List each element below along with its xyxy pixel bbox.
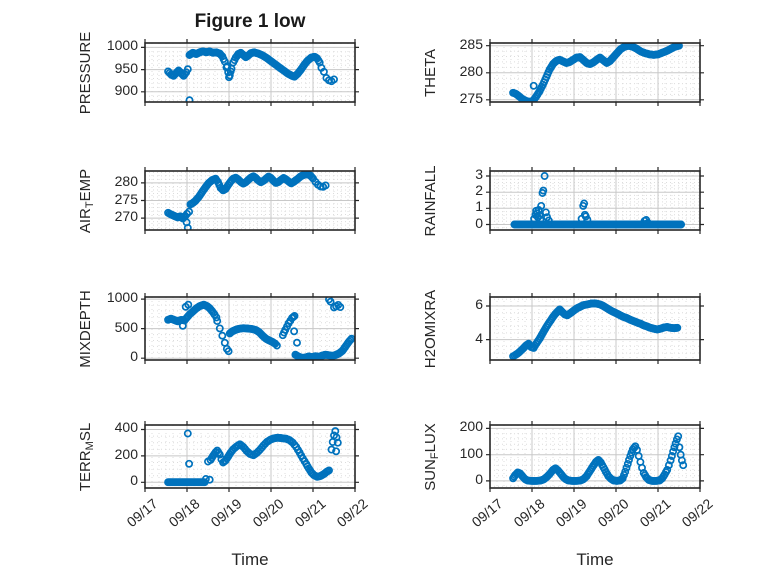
y-tick-label: 950: [114, 59, 138, 76]
tick-marks: [141, 167, 359, 234]
series-mixdepth: [164, 297, 355, 360]
tick-marks: [486, 293, 704, 364]
y-tick-label: 1000: [106, 289, 138, 306]
subplot-h2omixra: [486, 293, 704, 364]
y-tick-label: 100: [459, 444, 483, 461]
minor-grid: [490, 425, 700, 488]
y-tick-label: 6: [475, 296, 483, 313]
y-axis-label-rainfall: RAINFALL: [422, 165, 439, 236]
axes-box: [144, 42, 356, 103]
subplot-rainfall: [486, 167, 704, 234]
tick-marks: [486, 421, 704, 492]
y-tick-label: 275: [459, 89, 483, 106]
y-tick-label: 280: [459, 62, 483, 79]
subplot-sun-flux: [486, 421, 704, 492]
axes-box: [489, 424, 701, 489]
tick-marks: [141, 421, 359, 492]
y-tick-label: 270: [114, 208, 138, 225]
y-axis-label-mixdepth: MIXDEPTH: [77, 289, 94, 368]
y-tick-label: 275: [114, 190, 138, 207]
series-sun-flux: [509, 432, 688, 485]
major-grid: [145, 171, 355, 230]
y-tick-label: 2: [475, 182, 483, 199]
series-rainfall: [510, 172, 686, 229]
series-air-temp: [164, 171, 330, 230]
minor-grid: [145, 171, 355, 230]
tick-marks: [141, 39, 359, 106]
y-tick-label: 400: [114, 419, 138, 436]
subplot-air-temp: [141, 167, 359, 234]
y-tick-label: 280: [114, 172, 138, 189]
y-tick-label: 0: [475, 470, 483, 487]
y-tick-label: 1: [475, 198, 483, 215]
y-tick-label: 4: [475, 329, 483, 346]
minor-grid: [145, 43, 355, 102]
y-axis-label-h2omixra: H2OMIXRA: [422, 289, 439, 368]
y-axis-label-theta: THETA: [422, 48, 439, 97]
subplot-pressure: [141, 39, 359, 106]
major-grid: [490, 43, 700, 102]
minor-grid: [145, 297, 355, 360]
series-pressure: [164, 47, 338, 102]
y-tick-label: 0: [130, 348, 138, 365]
y-tick-label: 0: [130, 472, 138, 489]
series-theta: [509, 43, 683, 102]
y-tick-label: 200: [459, 418, 483, 435]
series-terr-msl: [164, 427, 342, 487]
y-axis-label-pressure: PRESSURE: [77, 31, 94, 114]
subplot-theta: [486, 39, 704, 106]
minor-grid: [490, 43, 700, 102]
y-tick-label: 900: [114, 81, 138, 98]
series-h2omixra: [509, 299, 682, 360]
y-tick-label: 500: [114, 318, 138, 335]
y-tick-label: 285: [459, 35, 483, 52]
y-axis-label-terr-msl: TERRMSL: [77, 422, 96, 491]
figure-title: Figure 1 low: [194, 11, 306, 32]
y-tick-label: 0: [475, 214, 483, 231]
subplot-mixdepth: [141, 293, 359, 364]
major-grid: [490, 425, 700, 488]
tick-marks: [141, 293, 359, 364]
x-axis-label-right: Time: [576, 550, 614, 569]
y-axis-label-air-temp: AIRTEMP: [77, 168, 96, 233]
axes-box: [489, 296, 701, 361]
axes-box: [489, 170, 701, 231]
major-grid: [145, 297, 355, 360]
tick-marks: [486, 39, 704, 106]
x-axis-label-left: Time: [231, 550, 269, 569]
y-tick-label: 1000: [106, 37, 138, 54]
subplot-terr-msl: [141, 421, 359, 492]
y-tick-label: 200: [114, 445, 138, 462]
y-tick-label: 3: [475, 166, 483, 182]
minor-grid: [145, 425, 355, 488]
y-axis-label-sun-flux: SUNFLUX: [422, 422, 441, 491]
tick-marks: [486, 167, 704, 234]
